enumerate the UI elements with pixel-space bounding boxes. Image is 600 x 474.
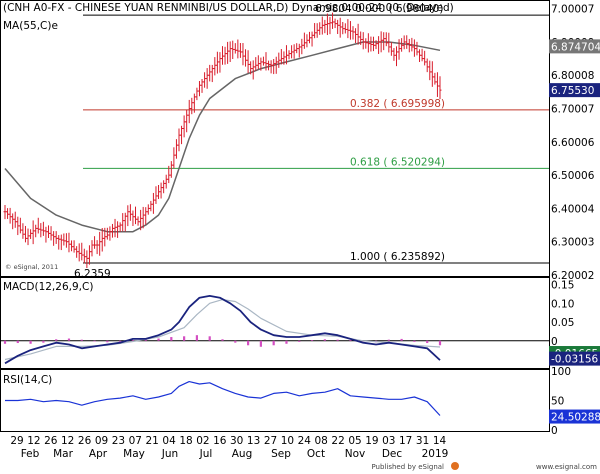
fib-label-1: 0.382 ( 6.695998): [350, 98, 445, 110]
x-tick-label: 09: [95, 435, 108, 447]
fib-label-3: 1.000 ( 6.235892): [350, 251, 445, 263]
x-month-label: Mar: [53, 448, 73, 460]
last-price-box: 6.75530: [551, 85, 594, 97]
macd-panel-frame: [0, 277, 550, 369]
rsi-value-boxes: 24.50288: [549, 409, 600, 424]
x-month-label: Feb: [21, 448, 40, 460]
price-tick-label: 6.30003: [551, 237, 594, 249]
x-tick-label: 27: [264, 435, 277, 447]
x-tick-label: 12: [61, 435, 74, 447]
rsi-tick-label: 0: [551, 425, 558, 437]
x-month-label: Jun: [161, 448, 178, 460]
price-tick-label: 6.80008: [551, 70, 594, 82]
rsi-value-box: 24.50288: [551, 412, 600, 424]
x-tick-label: 19: [365, 435, 378, 447]
price-tick-label: 6.40004: [551, 203, 595, 215]
x-month-label: Jul: [199, 448, 213, 460]
price-tick-label: 6.50006: [551, 170, 595, 182]
x-tick-label: 18: [179, 435, 192, 447]
x-axis-months: Feb Mar Apr May Jun Jul Aug Sep Oct Nov Dec 2019: [21, 448, 449, 460]
x-month-label: Aug: [232, 448, 253, 460]
rsi-y-axis: 100 50 0: [551, 366, 571, 437]
macd-tick-label: 0: [551, 336, 558, 348]
x-month-label: Apr: [89, 448, 108, 460]
x-tick-label: 02: [196, 435, 209, 447]
macd-tick-label: 0.05: [551, 317, 574, 329]
x-tick-label: 31: [416, 435, 429, 447]
price-tick-label: 6.20002: [551, 270, 594, 282]
macd-tick-label: 0.15: [551, 280, 574, 292]
x-tick-label: 07: [129, 435, 142, 447]
x-tick-label: 26: [44, 435, 58, 447]
ma-indicator-label: MA(55,C)e: [3, 20, 58, 32]
x-tick-label: 03: [382, 435, 395, 447]
ma-55-line-group: [4, 41, 441, 233]
x-tick-label: 12: [27, 435, 40, 447]
fib-label-2: 0.618 ( 6.520294): [350, 156, 445, 168]
ma-value-box: 6.874704: [551, 41, 600, 53]
footer-site: www.esignal.com: [536, 463, 597, 471]
x-tick-label: 22: [331, 435, 344, 447]
ma-55-line: [4, 41, 441, 233]
macd-tick-label: 0.10: [551, 298, 574, 310]
price-value-boxes: 6.874704 6.75530: [549, 39, 600, 98]
x-tick-label: 29: [10, 435, 23, 447]
x-month-label: Dec: [382, 448, 403, 460]
rsi-line-group: [5, 381, 441, 416]
x-tick-label: 23: [112, 435, 125, 447]
macd-lines-group: [4, 294, 441, 365]
x-month-label: 2019: [422, 448, 449, 460]
footer-published-by: Published by eSignal: [371, 463, 444, 471]
x-tick-label: 24: [298, 435, 312, 447]
price-tick-label: 7.00007: [551, 4, 594, 16]
x-month-label: May: [123, 448, 145, 460]
price-tick-label: 6.60006: [551, 137, 595, 149]
x-month-label: Sep: [271, 448, 291, 460]
rsi-panel-frame: [0, 369, 550, 432]
macd-histogram: [3, 335, 442, 347]
price-panel-frame: [0, 0, 550, 277]
fib-label-0: 6.9804 0.000 ( 6.98040): [315, 3, 443, 15]
x-tick-label: 26: [78, 435, 92, 447]
fibonacci-levels: 6.9804 0.000 ( 6.98040) 0.382 ( 6.695998)…: [74, 3, 549, 280]
x-tick-label: 16: [213, 435, 227, 447]
x-tick-label: 30: [230, 435, 243, 447]
price-bars-group: [3, 12, 442, 268]
rsi-tick-label: 100: [551, 366, 571, 378]
x-month-label: Nov: [345, 448, 366, 460]
rsi-value-box-bg: [549, 409, 600, 424]
rsi-line: [5, 381, 441, 416]
last-price-box-bg: [549, 83, 600, 98]
watermark: © eSignal, 2011: [5, 263, 58, 271]
x-tick-label: 21: [146, 435, 159, 447]
macd-value-box-bg: [549, 351, 600, 366]
macd-value-boxes: -0.01665-0.03156: [549, 346, 600, 366]
rsi-indicator-label: RSI(14,C): [3, 374, 52, 386]
esignal-logo-icon: [451, 462, 459, 470]
x-axis-day-ticks: 29 12 26 12 26 09 23 07 21 04 18 02 16 30 13 27 10 24 08 22…: [10, 435, 446, 447]
macd-line: [4, 294, 441, 365]
x-tick-label: 17: [399, 435, 412, 447]
rsi-tick-label: 50: [551, 396, 564, 408]
macd-value-box: -0.03156: [551, 354, 599, 366]
x-tick-label: 10: [281, 435, 294, 447]
macd-indicator-label: MACD(12,26,9,C): [3, 281, 93, 293]
chart-title: (CNH A0-FX - CHINESE YUAN RENMINBI/US DO…: [3, 2, 454, 14]
low-price-label: 6.2359: [74, 268, 111, 280]
ma-value-box-bg: [549, 39, 600, 54]
x-tick-label: 08: [315, 435, 328, 447]
x-tick-label: 05: [348, 435, 361, 447]
x-tick-label: 14: [433, 435, 447, 447]
price-tick-label: 6.70007: [551, 104, 594, 116]
x-tick-label: 13: [247, 435, 260, 447]
x-month-label: Oct: [307, 448, 325, 460]
x-tick-label: 04: [162, 435, 176, 447]
